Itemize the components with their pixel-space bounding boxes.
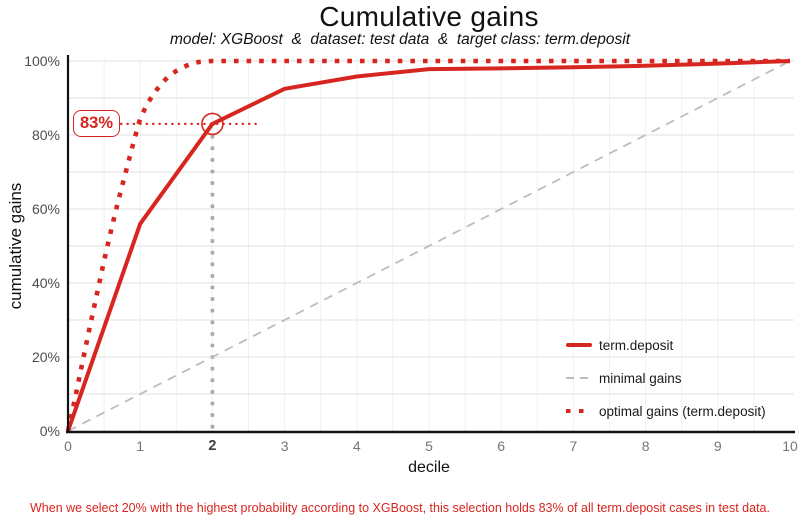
x-tick-label: 4 — [352, 438, 361, 454]
y-tick-label: 20% — [31, 349, 60, 365]
y-tick-label: 100% — [24, 53, 60, 69]
legend-item: minimal gains — [566, 369, 682, 387]
x-tick-label: 10 — [782, 438, 798, 454]
y-tick-label: 80% — [31, 127, 60, 143]
legend-label: minimal gains — [599, 370, 682, 386]
dotted-line-swatch-icon — [566, 408, 592, 414]
x-tick-label: 3 — [280, 438, 289, 454]
dashed-line-swatch-icon — [566, 377, 592, 379]
y-tick-label: 60% — [31, 201, 60, 217]
legend-item: optimal gains (term.deposit) — [566, 402, 766, 420]
solid-line-swatch-icon — [566, 343, 592, 347]
highlight-circle — [201, 112, 224, 136]
x-tick-label: 2 — [208, 438, 217, 454]
caption-text: When we select 20% with the highest prob… — [30, 501, 770, 515]
y-tick-label: 40% — [31, 275, 60, 291]
chart-title: Cumulative gains — [319, 1, 539, 32]
x-tick-label: 0 — [64, 438, 72, 454]
legend-label: optimal gains (term.deposit) — [599, 403, 766, 419]
x-tick-label: 6 — [497, 438, 506, 454]
minimal-gains-line — [67, 60, 791, 432]
x-tick-label: 8 — [641, 438, 650, 454]
y-tick-label: 0% — [39, 423, 60, 439]
x-tick-label: 9 — [713, 438, 722, 454]
legend-label: term.deposit — [599, 337, 674, 353]
x-axis-label: decile — [408, 459, 450, 476]
legend-item: term.deposit — [566, 336, 673, 354]
x-tick-label: 7 — [569, 438, 578, 454]
x-tick-label: 1 — [136, 438, 145, 454]
chart-subtitle: model: XGBoost & dataset: test data & ta… — [169, 31, 631, 48]
x-tick-label: 5 — [425, 438, 433, 454]
term-deposit-line — [66, 59, 791, 432]
optimal-gains-term-deposit--line — [65, 58, 790, 432]
annotation-badge-83: 83% — [73, 110, 120, 137]
